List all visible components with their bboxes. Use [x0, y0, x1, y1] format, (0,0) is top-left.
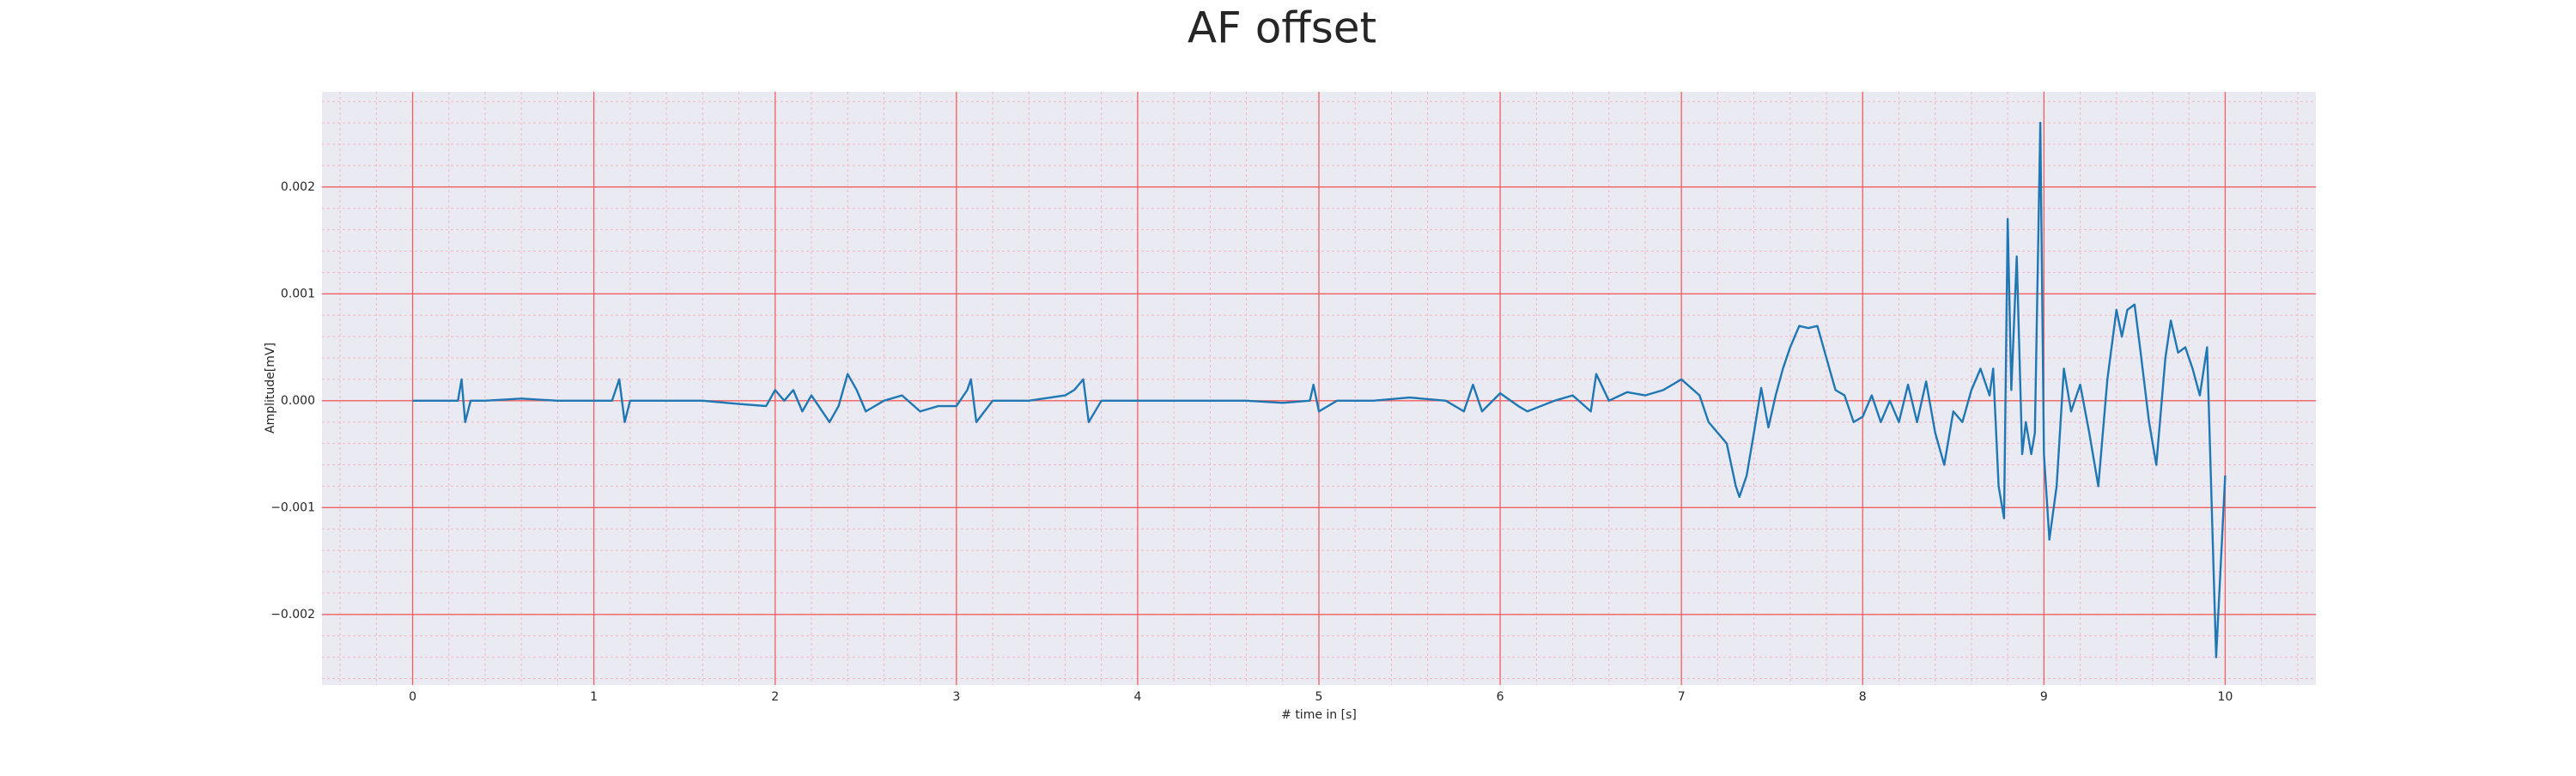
y-axis-label: Amplitude[mV] [264, 343, 277, 433]
y-tick-label: −0.002 [270, 608, 315, 621]
data-line [412, 121, 2227, 658]
x-tick-label: 9 [2040, 690, 2048, 704]
x-axis-label: # time in [s] [1281, 708, 1357, 722]
x-tick-label: 3 [952, 690, 960, 704]
x-tick-label: 4 [1133, 690, 1141, 704]
x-tick-label: 2 [771, 690, 779, 704]
x-tick-label: 8 [1859, 690, 1867, 704]
x-tick-label: 5 [1315, 690, 1323, 704]
y-tick-label: −0.001 [270, 500, 315, 514]
x-tick-label: 10 [2218, 690, 2233, 704]
x-tick-label: 0 [409, 690, 416, 704]
chart-title: AF offset [1188, 3, 1376, 53]
y-tick-label: 0.000 [281, 394, 315, 408]
y-tick-label: 0.001 [281, 287, 315, 300]
x-tick-label: 6 [1497, 690, 1504, 704]
x-tick-label: 1 [590, 690, 598, 704]
x-tick-label: 7 [1678, 690, 1686, 704]
y-tick-label: 0.002 [281, 180, 315, 194]
